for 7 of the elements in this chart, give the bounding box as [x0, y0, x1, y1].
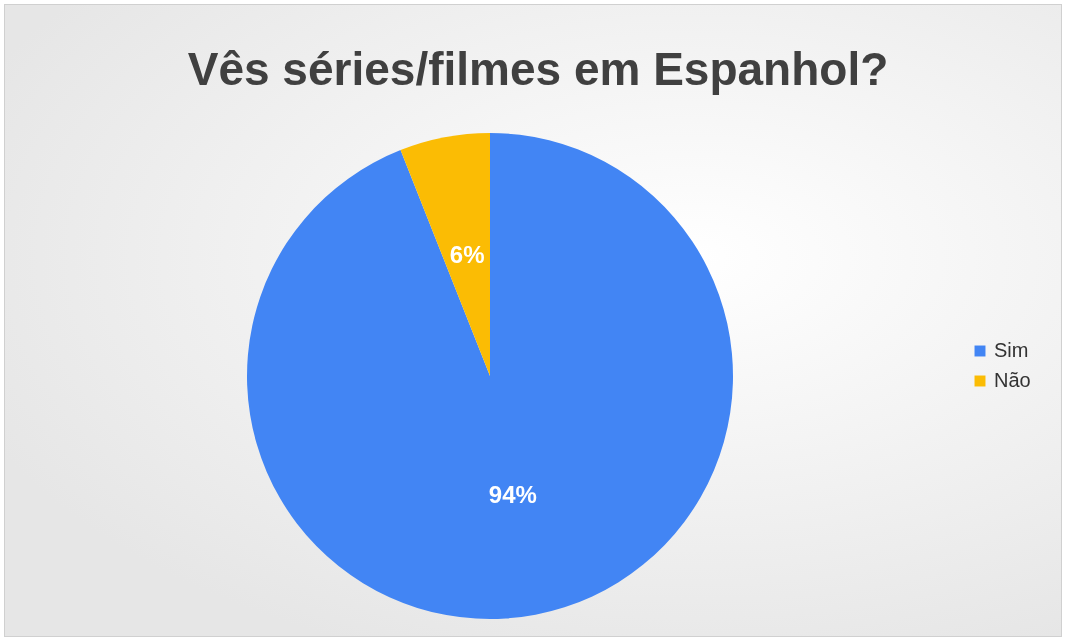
legend-label: Sim	[994, 339, 1029, 361]
data-label: 6%	[449, 241, 485, 269]
data-label: 94%	[488, 480, 537, 508]
legend-label: Não	[994, 369, 1031, 391]
pie-slice	[247, 133, 733, 619]
pie-slice	[400, 133, 490, 376]
chart-title: Vês séries/filmes em Espanhol?	[187, 43, 889, 95]
